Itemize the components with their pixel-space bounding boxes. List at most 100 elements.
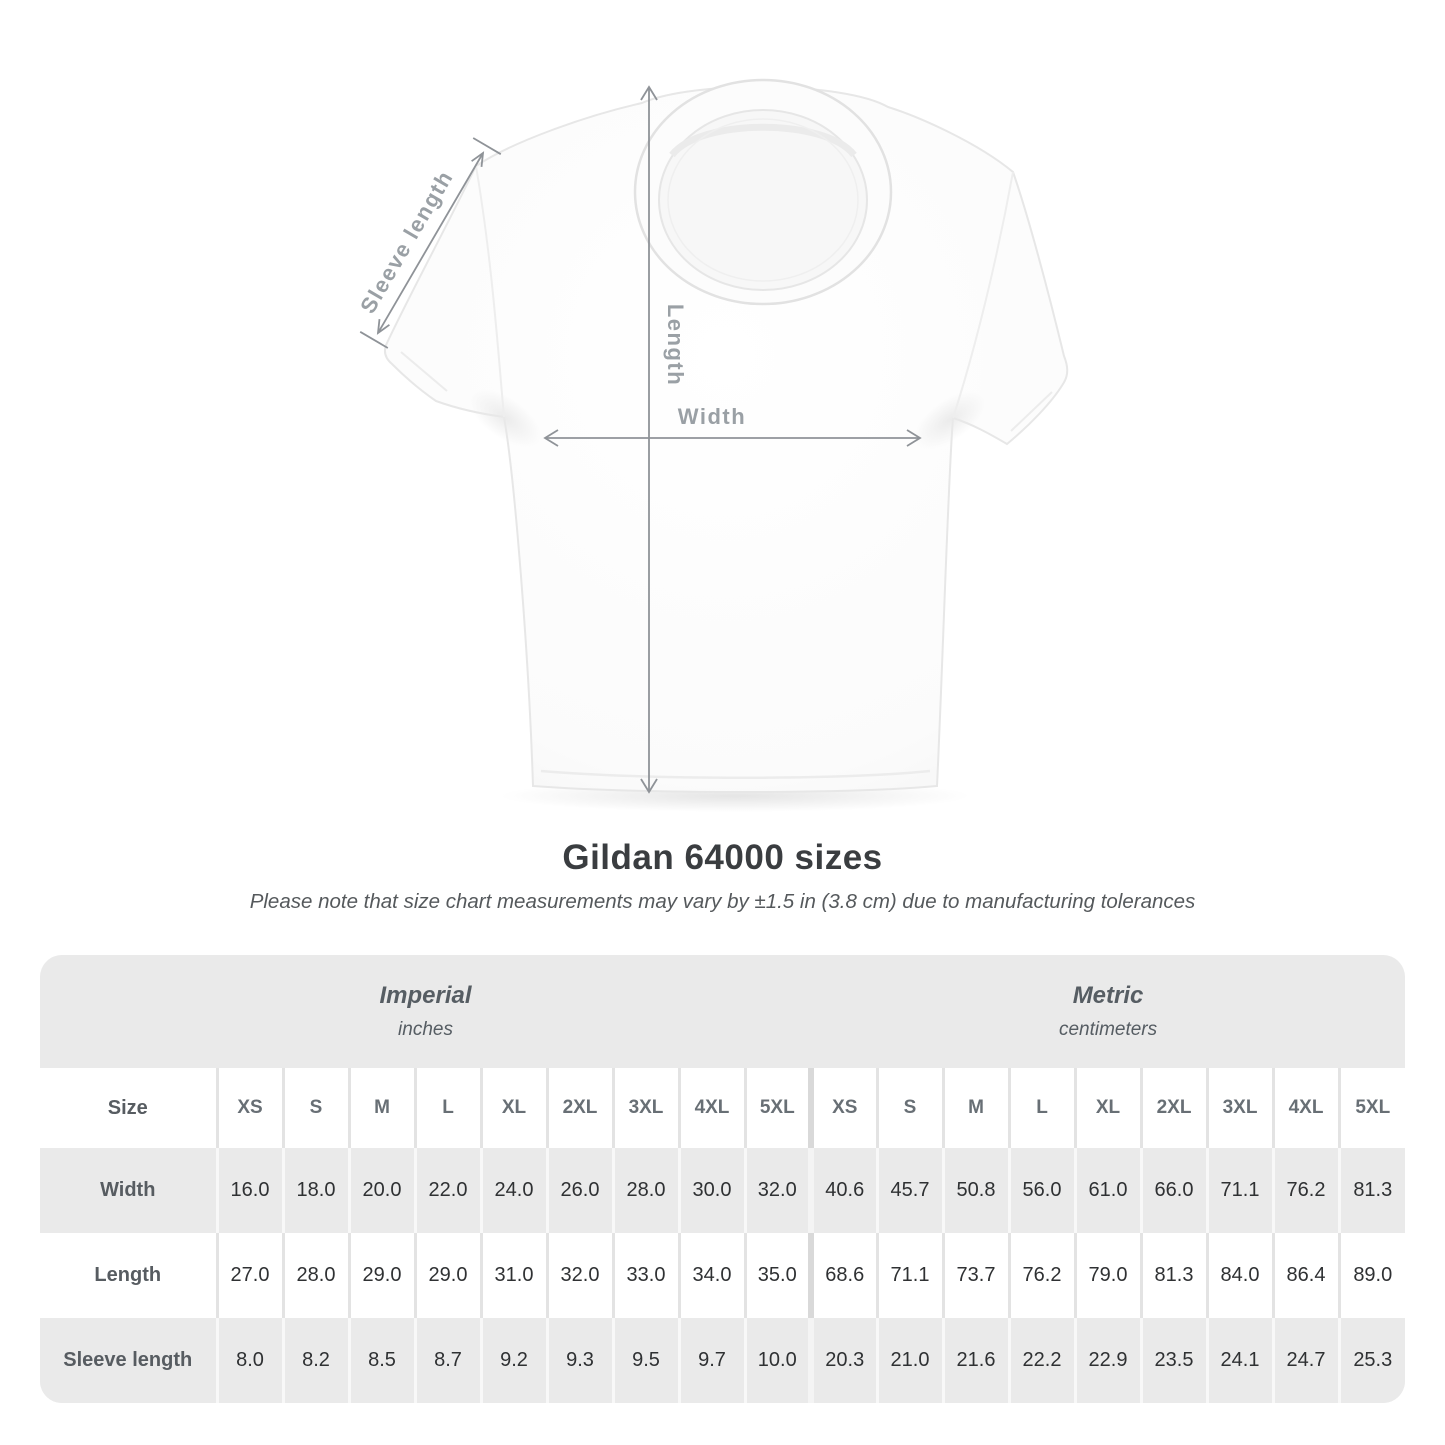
value-cell: 9.7	[677, 1318, 745, 1403]
value-cell: 56.0	[1007, 1148, 1076, 1233]
value-cell: 71.1	[1205, 1148, 1274, 1233]
sleeve-length-row: Sleeve length 8.0 8.2 8.5 8.7 9.2 9.3 9.…	[40, 1318, 1405, 1403]
value-cell: 9.2	[479, 1318, 547, 1403]
size-header: M	[347, 1068, 415, 1148]
value-cell: 30.0	[677, 1148, 745, 1233]
value-cell: 22.2	[1007, 1318, 1076, 1403]
size-column-header: Size	[40, 1068, 217, 1148]
value-cell: 66.0	[1139, 1148, 1208, 1233]
value-cell: 28.0	[281, 1233, 349, 1318]
value-cell: 31.0	[479, 1233, 547, 1318]
width-label: Width	[678, 404, 746, 429]
value-cell: 45.7	[875, 1148, 944, 1233]
sleeve-tick-bottom	[359, 331, 389, 349]
value-cell: 21.6	[941, 1318, 1010, 1403]
value-cell: 21.0	[875, 1318, 944, 1403]
left-underarm-shade	[468, 388, 542, 448]
value-cell: 22.0	[413, 1148, 481, 1233]
value-cell: 84.0	[1205, 1233, 1274, 1318]
imperial-header: Imperial inches	[40, 955, 811, 1068]
size-header-row: Size XS S M L XL 2XL 3XL 4XL 5XL XS S M …	[40, 1068, 1405, 1148]
metric-label: Metric	[1072, 982, 1144, 1009]
value-cell: 9.3	[545, 1318, 613, 1403]
value-cell: 86.4	[1271, 1233, 1340, 1318]
value-cell: 8.2	[281, 1318, 349, 1403]
left-armhole-seam	[475, 165, 505, 418]
row-label-sleeve-length: Sleeve length	[40, 1318, 217, 1403]
width-row: Width 16.0 18.0 20.0 22.0 24.0 26.0 28.0…	[40, 1148, 1405, 1233]
length-label: Length	[663, 304, 688, 386]
size-header: M	[941, 1068, 1010, 1148]
size-table: Imperial inches Metric centimeters Size …	[40, 955, 1405, 1403]
value-cell: 20.0	[347, 1148, 415, 1233]
metric-unit: centimeters	[1058, 1019, 1158, 1040]
value-cell: 61.0	[1073, 1148, 1142, 1233]
value-cell: 18.0	[281, 1148, 349, 1233]
size-header: 4XL	[1271, 1068, 1340, 1148]
measurement-lines	[359, 85, 922, 794]
collar-back-shadow	[669, 123, 857, 158]
value-cell: 35.0	[743, 1233, 812, 1318]
value-cell: 76.2	[1271, 1148, 1340, 1233]
length-arrow-bottom	[640, 778, 658, 794]
sleeve-tick-top	[472, 137, 502, 155]
value-cell: 16.0	[215, 1148, 283, 1233]
value-cell: 24.7	[1271, 1318, 1340, 1403]
value-cell: 68.6	[808, 1233, 878, 1318]
value-cell: 76.2	[1007, 1233, 1076, 1318]
value-cell: 34.0	[677, 1233, 745, 1318]
size-header: 3XL	[611, 1068, 679, 1148]
size-header: S	[281, 1068, 349, 1148]
size-header: 5XL	[1337, 1068, 1405, 1148]
row-label-length: Length	[40, 1233, 217, 1318]
row-label-width: Width	[40, 1148, 217, 1233]
value-cell: 26.0	[545, 1148, 613, 1233]
value-cell: 71.1	[875, 1233, 944, 1318]
value-cell: 29.0	[413, 1233, 481, 1318]
value-cell: 73.7	[941, 1233, 1010, 1318]
value-cell: 40.6	[808, 1148, 878, 1233]
left-cuff-stitch	[400, 351, 448, 392]
size-header: 2XL	[545, 1068, 613, 1148]
imperial-unit: inches	[398, 1019, 453, 1040]
value-cell: 89.0	[1337, 1233, 1405, 1318]
bottom-hem-stitch	[540, 769, 931, 779]
size-header: S	[875, 1068, 944, 1148]
size-header: XL	[1073, 1068, 1142, 1148]
value-cell: 24.1	[1205, 1318, 1274, 1403]
value-cell: 27.0	[215, 1233, 283, 1318]
imperial-label: Imperial	[379, 982, 472, 1009]
value-cell: 29.0	[347, 1233, 415, 1318]
value-cell: 33.0	[611, 1233, 679, 1318]
collar-stitch	[667, 118, 859, 282]
value-cell: 8.7	[413, 1318, 481, 1403]
value-cell: 50.8	[941, 1148, 1010, 1233]
value-cell: 25.3	[1337, 1318, 1405, 1403]
sleeve-arrow-top	[471, 151, 485, 167]
sleeve-arrow-bottom	[376, 319, 390, 335]
size-header: L	[1007, 1068, 1076, 1148]
length-row: Length 27.0 28.0 29.0 29.0 31.0 32.0 33.…	[40, 1233, 1405, 1318]
value-cell: 10.0	[743, 1318, 812, 1403]
value-cell: 24.0	[479, 1148, 547, 1233]
size-header: XL	[479, 1068, 547, 1148]
size-header: 5XL	[743, 1068, 812, 1148]
tolerance-note: Please note that size chart measurements…	[249, 890, 1196, 913]
page-title: Gildan 64000 sizes	[562, 838, 883, 877]
right-underarm-shade	[913, 390, 987, 450]
sleeve-line	[377, 152, 484, 334]
collar-inner	[658, 109, 868, 291]
size-header: 4XL	[677, 1068, 745, 1148]
width-arrow-left	[543, 429, 559, 447]
value-cell: 79.0	[1073, 1233, 1142, 1318]
size-header: XS	[215, 1068, 283, 1148]
value-cell: 81.3	[1337, 1148, 1405, 1233]
value-cell: 23.5	[1139, 1318, 1208, 1403]
value-cell: 32.0	[545, 1233, 613, 1318]
right-armhole-seam	[952, 171, 1014, 419]
size-header: XS	[808, 1068, 878, 1148]
value-cell: 9.5	[611, 1318, 679, 1403]
value-cell: 32.0	[743, 1148, 812, 1233]
value-cell: 8.5	[347, 1318, 415, 1403]
